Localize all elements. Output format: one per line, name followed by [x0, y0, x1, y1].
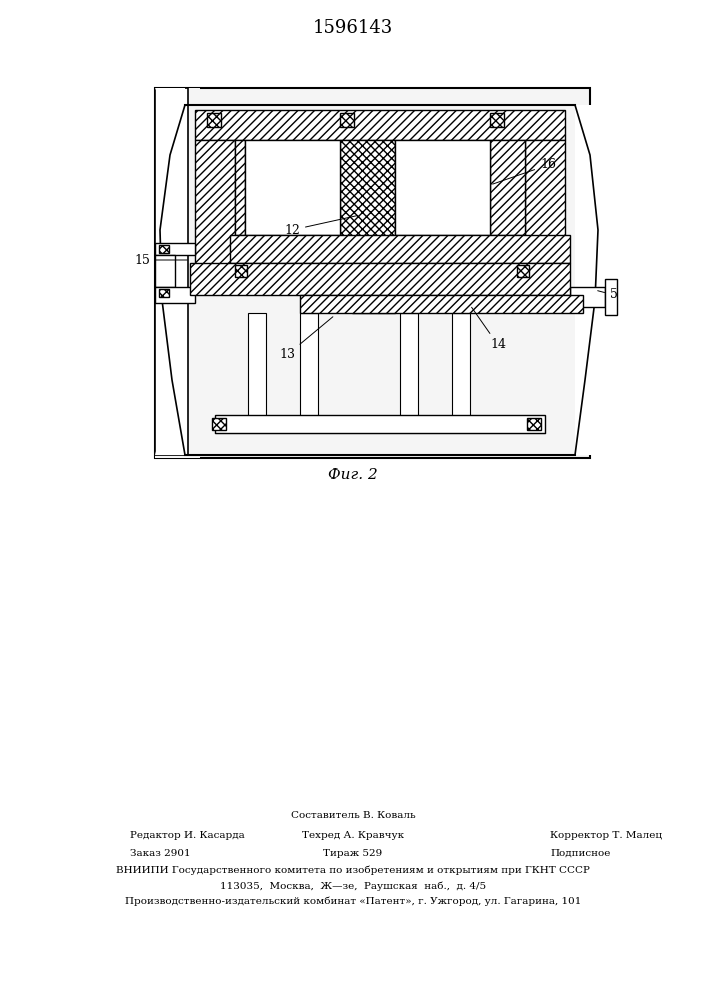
Bar [340, 113, 354, 127]
Bar [490, 113, 504, 127]
Polygon shape [575, 105, 595, 455]
Text: Фиг. 2: Фиг. 2 [328, 468, 378, 482]
Bar [155, 287, 195, 303]
Text: Подписное: Подписное [550, 848, 610, 857]
Bar [215, 415, 545, 433]
Bar [525, 140, 565, 285]
Text: 1596143: 1596143 [313, 19, 393, 37]
Polygon shape [155, 88, 188, 455]
Bar [527, 418, 541, 430]
Text: 14: 14 [472, 307, 506, 352]
Bar [245, 140, 340, 235]
Bar [300, 313, 318, 420]
Text: 13: 13 [279, 317, 333, 361]
Text: 113035,  Москва,  Ж—зе,  Раушская  наб.,  д. 4/5: 113035, Москва, Ж—зе, Раушская наб., д. … [220, 881, 486, 891]
Text: Тираж 529: Тираж 529 [323, 848, 382, 857]
Bar [452, 313, 470, 420]
Text: Корректор Т. Малец: Корректор Т. Малец [550, 830, 662, 840]
Bar [230, 235, 570, 263]
Bar [155, 255, 175, 287]
Polygon shape [155, 88, 185, 455]
Text: Составитель В. Коваль: Составитель В. Коваль [291, 810, 415, 820]
Text: Заказ 2901: Заказ 2901 [130, 848, 191, 857]
Polygon shape [155, 88, 200, 458]
Text: 16: 16 [493, 158, 556, 184]
Text: Техред А. Кравчук: Техред А. Кравчук [302, 830, 404, 840]
Bar [605, 279, 617, 315]
Bar [159, 289, 169, 297]
Bar [395, 140, 490, 235]
Bar [352, 255, 395, 313]
Bar [159, 245, 169, 253]
Text: ВНИИПИ Государственного комитета по изобретениям и открытиям при ГКНТ СССР: ВНИИПИ Государственного комитета по изоб… [116, 865, 590, 875]
Text: 5: 5 [597, 288, 618, 302]
Bar [190, 263, 570, 295]
Text: 12: 12 [284, 216, 357, 236]
Text: Производственно-издательский комбинат «Патент», г. Ужгород, ул. Гагарина, 101: Производственно-издательский комбинат «П… [125, 896, 581, 906]
Bar [155, 243, 195, 255]
Bar [340, 140, 395, 255]
Bar [155, 88, 590, 458]
Text: 15: 15 [134, 253, 187, 266]
Bar [207, 113, 221, 127]
Bar [400, 313, 418, 420]
Bar [212, 418, 226, 430]
Bar [490, 140, 525, 235]
Bar [235, 140, 245, 235]
Bar [517, 265, 529, 277]
Bar [570, 287, 605, 307]
Bar [300, 295, 583, 313]
Text: Редактор И. Касарда: Редактор И. Касарда [130, 830, 245, 840]
Bar [235, 265, 247, 277]
Bar [195, 110, 565, 140]
Bar [248, 313, 266, 420]
Bar [195, 140, 235, 285]
